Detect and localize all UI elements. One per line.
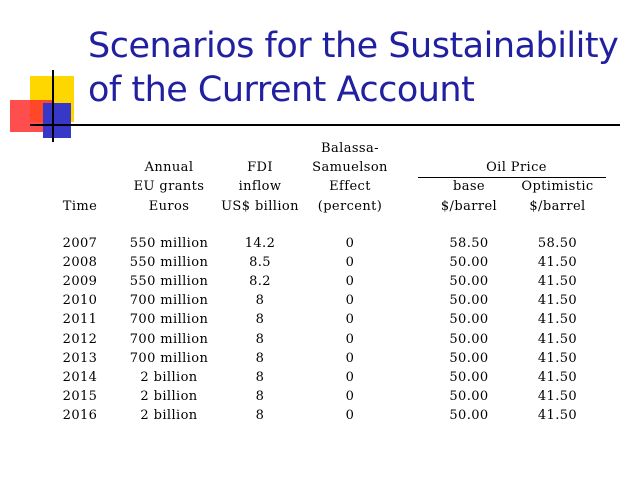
- cell-year: 2012: [62, 332, 98, 347]
- cell-year: 2008: [62, 255, 98, 270]
- cell-base: 50.00: [449, 332, 489, 347]
- cell-balassa: 0: [345, 332, 355, 347]
- cell-fdi: 8: [255, 370, 265, 385]
- title-line-1: Scenarios for the Sustainability: [88, 26, 619, 66]
- header-fdi-2: inflow: [238, 179, 282, 194]
- header-optimistic-1: Optimistic: [521, 179, 594, 194]
- header-grants-2: EU grants: [133, 179, 205, 194]
- header-oil-price: Oil Price: [486, 160, 547, 175]
- cell-balassa: 0: [345, 236, 355, 251]
- cell-balassa: 0: [345, 293, 355, 308]
- cell-base: 50.00: [449, 293, 489, 308]
- cell-base: 50.00: [449, 370, 489, 385]
- cell-grants: 550 million: [129, 236, 209, 251]
- logo-blue-square: [43, 103, 71, 138]
- cell-fdi: 8: [255, 351, 265, 366]
- header-grants-3: Euros: [148, 199, 190, 214]
- cell-base: 50.00: [449, 255, 489, 270]
- cell-optimistic: 41.50: [537, 274, 578, 289]
- cell-grants: 700 million: [129, 332, 209, 347]
- cell-year: 2007: [62, 236, 98, 251]
- cell-grants: 700 million: [129, 351, 209, 366]
- cell-grants: 2 billion: [140, 370, 198, 385]
- cell-balassa: 0: [345, 389, 355, 404]
- cell-optimistic: 41.50: [537, 255, 578, 270]
- cell-fdi: 8: [255, 408, 265, 423]
- title-divider: [30, 124, 620, 126]
- cell-year: 2016: [62, 408, 98, 423]
- header-optimistic-2: $/barrel: [529, 199, 586, 214]
- cell-optimistic: 41.50: [537, 389, 578, 404]
- cell-balassa: 0: [345, 408, 355, 423]
- cell-fdi: 8: [255, 312, 265, 327]
- cell-optimistic: 41.50: [537, 408, 578, 423]
- cell-base: 50.00: [449, 312, 489, 327]
- cell-optimistic: 41.50: [537, 332, 578, 347]
- cell-grants: 700 million: [129, 293, 209, 308]
- cell-balassa: 0: [345, 312, 355, 327]
- cell-balassa: 0: [345, 370, 355, 385]
- cell-base: 50.00: [449, 408, 489, 423]
- cell-grants: 2 billion: [140, 408, 198, 423]
- cell-year: 2015: [62, 389, 98, 404]
- cell-balassa: 0: [345, 274, 355, 289]
- cell-base: 50.00: [449, 389, 489, 404]
- cell-fdi: 14.2: [244, 236, 276, 251]
- title-line-2: of the Current Account: [88, 70, 475, 110]
- header-fdi-3: US$ billion: [221, 199, 299, 214]
- cell-grants: 550 million: [129, 274, 209, 289]
- cell-optimistic: 41.50: [537, 312, 578, 327]
- header-balassa-3: Effect: [329, 179, 371, 194]
- cell-fdi: 8: [255, 332, 265, 347]
- header-base-1: base: [452, 179, 486, 194]
- header-fdi-1: FDI: [247, 160, 273, 175]
- cell-base: 50.00: [449, 351, 489, 366]
- cell-grants: 700 million: [129, 312, 209, 327]
- header-grants-1: Annual: [144, 160, 194, 175]
- cell-fdi: 8.2: [249, 274, 271, 289]
- cell-year: 2010: [62, 293, 98, 308]
- cell-base: 50.00: [449, 274, 489, 289]
- cell-optimistic: 41.50: [537, 293, 578, 308]
- cell-grants: 550 million: [129, 255, 209, 270]
- cell-year: 2009: [62, 274, 98, 289]
- cell-year: 2014: [62, 370, 98, 385]
- header-balassa-4: (percent): [317, 199, 383, 214]
- cell-base: 58.50: [449, 236, 489, 251]
- cell-balassa: 0: [345, 255, 355, 270]
- cell-grants: 2 billion: [140, 389, 198, 404]
- cell-optimistic: 58.50: [537, 236, 578, 251]
- slide-title: Scenarios for the Sustainability of the …: [88, 24, 633, 112]
- header-time: Time: [62, 199, 98, 214]
- logo-vertical-line: [52, 70, 54, 142]
- header-balassa-1: Balassa-: [321, 141, 379, 156]
- cell-fdi: 8: [255, 389, 265, 404]
- cell-optimistic: 41.50: [537, 351, 578, 366]
- cell-fdi: 8.5: [249, 255, 271, 270]
- header-base-2: $/barrel: [440, 199, 498, 214]
- header-balassa-2: Samuelson: [312, 160, 388, 175]
- cell-fdi: 8: [255, 293, 265, 308]
- cell-year: 2013: [62, 351, 98, 366]
- cell-optimistic: 41.50: [537, 370, 578, 385]
- cell-balassa: 0: [345, 351, 355, 366]
- oil-price-underline: [418, 177, 606, 178]
- cell-year: 2011: [62, 312, 98, 327]
